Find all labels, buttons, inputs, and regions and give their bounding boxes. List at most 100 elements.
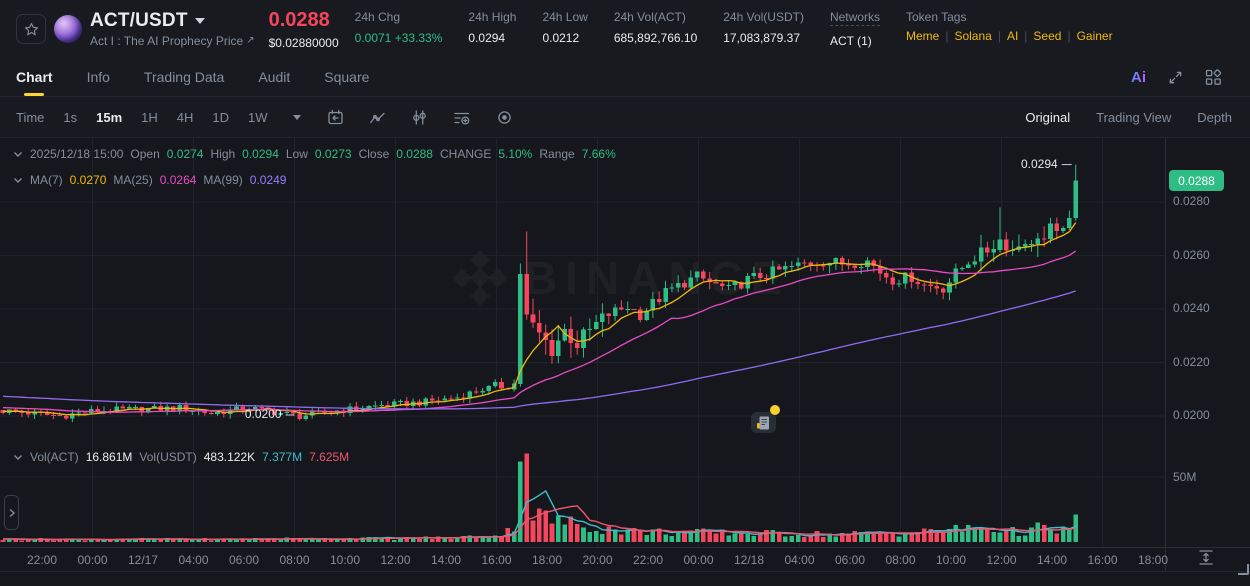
- token-full-name[interactable]: Act I : The AI Prophecy Price: [90, 34, 244, 48]
- interval-4h[interactable]: 4H: [176, 109, 194, 125]
- current-price-badge: 0.0288: [1169, 170, 1224, 191]
- resize-corner-icon[interactable]: [1238, 564, 1249, 575]
- high-price-annotation: 0.0294: [1021, 156, 1058, 171]
- time-tick-label: 12:00: [380, 553, 411, 567]
- price-axis[interactable]: 0.0280 0.0260 0.0240 0.0220 0.0200 50M: [1166, 138, 1250, 571]
- stat-value-vol-act: 685,892,766.10: [613, 31, 698, 45]
- stat-label: 24h Chg: [354, 10, 401, 24]
- stat-label: 24h High: [468, 10, 517, 24]
- time-tick-label: 22:00: [26, 553, 58, 567]
- tab-audit[interactable]: Audit: [258, 69, 291, 85]
- jump-to-date-icon[interactable]: [327, 109, 344, 126]
- tag-separator: |: [1024, 29, 1028, 43]
- news-icon: [757, 416, 769, 429]
- axis-scale-icon: [1199, 550, 1213, 565]
- stat-value-vol-usdt: 17,083,879.37: [723, 31, 800, 45]
- price-axis-separator: [1165, 138, 1166, 571]
- time-axis-separator: [0, 547, 1250, 548]
- tab-info[interactable]: Info: [86, 69, 110, 85]
- price-tick-label: 0.0240: [1173, 301, 1210, 315]
- token-tags: Meme | Solana | AI | Seed | Gainer: [906, 30, 1113, 42]
- token-tag-seed[interactable]: Seed: [1033, 29, 1062, 43]
- interval-dropdown-icon[interactable]: [292, 114, 301, 120]
- fullscreen-expand-icon[interactable]: [1168, 70, 1183, 85]
- ma-legend: MA(7) 0.0270 MA(25) 0.0264 MA(99) 0.0249: [13, 173, 286, 187]
- collapse-ma-icon[interactable]: [13, 177, 23, 184]
- chart-canvas[interactable]: [0, 138, 1165, 586]
- legend-change: 5.10%: [498, 147, 533, 161]
- time-axis[interactable]: 22:00 00:00 12/17 04:00 06:00 08:00 10:00 12:00…: [0, 547, 1169, 571]
- tab-trading-data[interactable]: Trading Data: [143, 69, 225, 85]
- stat-value-high: 0.0294: [468, 31, 506, 45]
- time-tick-label: 04:00: [784, 553, 815, 567]
- compare-candles-icon[interactable]: [411, 109, 428, 126]
- time-tick-label: 18:00: [1137, 553, 1169, 567]
- notification-dot: [770, 405, 780, 415]
- token-tag-meme[interactable]: Meme: [905, 29, 940, 43]
- stat-value-low: 0.0212: [542, 31, 580, 45]
- bottom-separator: [0, 571, 1250, 572]
- active-tab-indicator: [24, 93, 45, 96]
- view-depth[interactable]: Depth: [1197, 109, 1232, 125]
- header: ACT/USDT Act I : The AI Prophecy Price ↗…: [0, 0, 1250, 58]
- time-tick-label: 16:00: [481, 553, 512, 567]
- view-original[interactable]: Original: [1025, 109, 1071, 125]
- star-icon: [24, 22, 38, 35]
- time-tick-label: 12:00: [986, 553, 1017, 567]
- tag-separator: |: [945, 29, 949, 43]
- time-tick-label: 08:00: [279, 553, 310, 567]
- price-tick-label: 0.0260: [1173, 247, 1210, 262]
- legend-vol-ma1: 7.377M: [262, 450, 303, 464]
- ai-assistant-icon[interactable]: Ai: [1131, 68, 1146, 86]
- time-tick-label: 12/18: [733, 553, 765, 567]
- volume-tick-label: 50M: [1173, 470, 1197, 484]
- chevron-down-icon: [194, 17, 205, 24]
- legend-vol-act: 16.861M: [85, 450, 133, 464]
- last-price: 0.0288: [268, 8, 330, 31]
- networks-value: ACT (1): [829, 34, 872, 48]
- tab-chart[interactable]: Chart: [16, 58, 53, 96]
- interval-1d[interactable]: 1D: [212, 109, 230, 125]
- external-link-icon[interactable]: ↗: [246, 35, 255, 46]
- time-tick-label: 06:00: [228, 553, 260, 567]
- token-tag-solana[interactable]: Solana: [954, 29, 992, 43]
- symbol-selector[interactable]: ACT/USDT: [90, 11, 255, 30]
- token-tag-gainer[interactable]: Gainer: [1076, 29, 1113, 43]
- interval-15m[interactable]: 15m: [96, 109, 123, 125]
- interval-1s[interactable]: 1s: [63, 109, 78, 125]
- interval-1w[interactable]: 1W: [248, 109, 268, 125]
- legend-high: 0.0294: [242, 147, 279, 161]
- time-tick-label: 20:00: [582, 553, 613, 567]
- legend-ma99: 0.0249: [249, 173, 287, 187]
- chart-toolbar: Time 1s 15m 1H 4H 1D 1W Original Trading…: [0, 97, 1250, 138]
- panel-expand-button[interactable]: [4, 495, 19, 530]
- legend-low: 0.0273: [314, 147, 352, 161]
- chart-style-icon[interactable]: [369, 109, 386, 126]
- low-price-annotation: 0.0200: [244, 407, 282, 421]
- apps-grid-icon[interactable]: [1205, 68, 1222, 86]
- legend-datetime: 2025/12/18 15:00: [30, 147, 124, 161]
- indicators-icon[interactable]: [453, 109, 471, 126]
- collapse-volume-icon[interactable]: [13, 454, 23, 461]
- networks-label[interactable]: Networks: [829, 10, 880, 26]
- interval-time[interactable]: Time: [16, 109, 45, 125]
- token-tags-label: Token Tags: [905, 10, 967, 24]
- legend-vol-usdt: 483.122K: [203, 450, 256, 464]
- legend-vol-ma2: 7.625M: [309, 450, 350, 464]
- time-tick-label: 18:00: [531, 553, 563, 567]
- token-tag-ai[interactable]: AI: [1006, 29, 1019, 43]
- favorite-button[interactable]: [16, 14, 46, 44]
- tab-square[interactable]: Square: [324, 69, 370, 85]
- settings-gear-icon[interactable]: [496, 109, 513, 126]
- interval-1h[interactable]: 1H: [141, 109, 158, 125]
- usd-price: $0.02880000: [268, 35, 339, 50]
- collapse-legend-icon[interactable]: [13, 151, 23, 158]
- view-tradingview[interactable]: Trading View: [1096, 109, 1172, 125]
- time-tick-label: 00:00: [683, 553, 714, 567]
- axis-scale-button[interactable]: [1196, 549, 1216, 571]
- time-tick-label: 16:00: [1087, 553, 1118, 567]
- stat-value-change: 0.0071 +33.33%: [354, 31, 443, 45]
- news-marker[interactable]: [751, 405, 780, 433]
